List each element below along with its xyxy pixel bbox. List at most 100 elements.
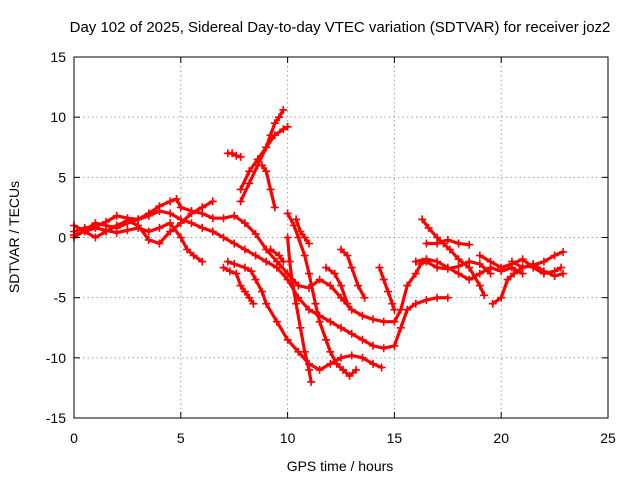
axis-ticks: 0 5 10 15 20 25 -15 -10 -5 0 5 10 15 (46, 49, 616, 446)
data-point (155, 207, 164, 215)
x-tick-label: 25 (600, 430, 616, 446)
series-trace-14 (266, 245, 288, 266)
data-point (155, 223, 164, 232)
series-trace (260, 163, 277, 209)
y-tick-label: 0 (58, 230, 66, 246)
data-point (369, 359, 377, 368)
data-point (343, 299, 352, 308)
data-point (422, 239, 431, 248)
data-point (465, 263, 474, 272)
data-point (518, 255, 527, 264)
data-point (326, 281, 335, 290)
data-point (315, 275, 324, 284)
data-point (384, 287, 392, 296)
data-point (240, 245, 249, 254)
series-trace-6 (219, 263, 258, 308)
data-point (283, 335, 292, 344)
y-tick-label: -15 (46, 410, 66, 426)
series-trace (324, 266, 349, 306)
data-point (518, 263, 527, 272)
data-point (539, 269, 548, 278)
data-point (486, 269, 495, 278)
series-trace (72, 209, 450, 350)
data-point (337, 245, 345, 254)
data-point (198, 223, 207, 232)
data-point (166, 197, 175, 206)
data-point (326, 317, 335, 326)
data-point (249, 299, 258, 308)
data-point (358, 353, 367, 362)
series-trace (420, 217, 486, 297)
data-point (390, 305, 399, 314)
data-point (322, 263, 330, 272)
data-point (369, 341, 377, 350)
series-trace-23 (507, 247, 568, 272)
data-point (176, 203, 185, 212)
y-tick-label: 15 (50, 49, 66, 65)
data-point (354, 281, 363, 290)
data-point (134, 221, 143, 230)
data-point (176, 233, 185, 242)
data-point (445, 245, 454, 254)
data-point (300, 251, 309, 260)
data-point (240, 263, 249, 272)
data-point (347, 329, 356, 338)
data-point (258, 161, 266, 170)
data-point (279, 125, 288, 134)
data-point (411, 257, 420, 266)
data-point (337, 323, 345, 332)
data-point (230, 239, 239, 248)
data-point (287, 275, 296, 284)
series-trace-19 (416, 257, 495, 278)
data-point (240, 287, 249, 296)
series-trace-16 (337, 245, 369, 302)
data-point (262, 257, 271, 266)
series-trace (294, 217, 311, 246)
data-point (443, 293, 452, 302)
data-point (208, 197, 217, 206)
data-point (330, 269, 339, 278)
data-point (379, 275, 388, 284)
data-point (283, 233, 292, 242)
data-point (475, 269, 484, 278)
x-tick-label: 20 (493, 430, 509, 446)
data-point (480, 291, 489, 300)
data-point (236, 185, 245, 194)
series-trace-15 (258, 161, 279, 212)
data-point (557, 263, 565, 272)
data-point (486, 257, 495, 266)
data-point (155, 239, 164, 248)
data-point (337, 353, 345, 362)
data-point (358, 335, 367, 344)
data-point (272, 317, 281, 326)
data-point (247, 267, 256, 276)
data-point (91, 223, 100, 232)
data-point (279, 257, 288, 266)
data-point (339, 365, 348, 374)
data-point (223, 257, 232, 266)
data-point (245, 167, 254, 176)
data-point (559, 269, 568, 278)
x-tick-label: 15 (387, 430, 403, 446)
data-point (236, 197, 245, 206)
data-point (275, 113, 284, 122)
data-point (198, 257, 207, 266)
x-axis-title: GPS time / hours (287, 458, 394, 474)
data-point (112, 211, 121, 220)
data-point (550, 267, 559, 276)
data-point (347, 263, 356, 272)
data-point (454, 262, 463, 271)
data-point (189, 251, 198, 260)
data-point (292, 215, 301, 224)
data-point (183, 245, 192, 254)
y-tick-label: 10 (50, 109, 66, 125)
series-trace-1 (70, 195, 427, 326)
data-point (296, 227, 305, 236)
data-point (272, 263, 281, 272)
data-point (144, 211, 153, 220)
y-tick-label: -10 (46, 350, 66, 366)
data-point (503, 275, 512, 284)
data-point (270, 119, 279, 128)
x-tick-label: 10 (280, 430, 296, 446)
